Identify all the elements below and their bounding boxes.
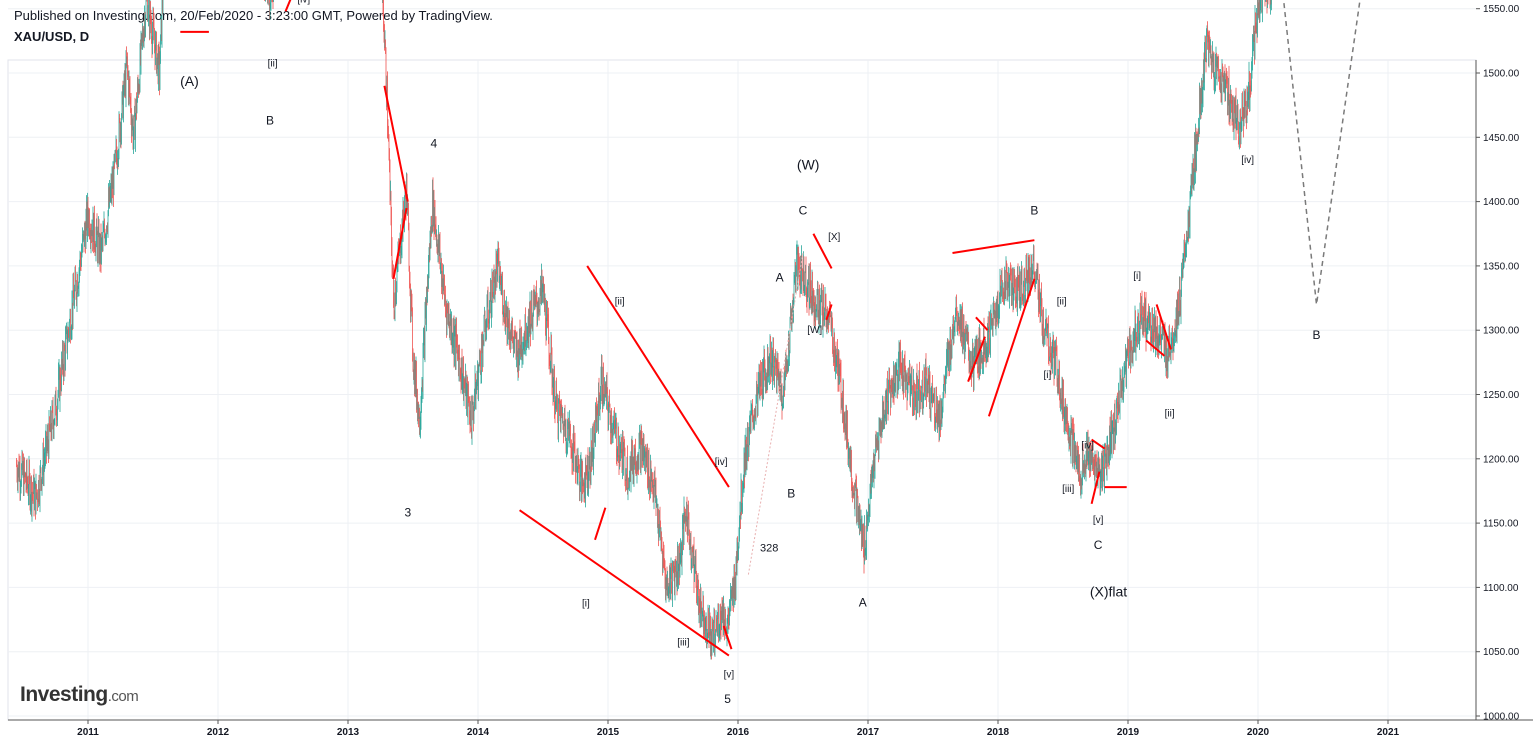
published-info: Published on Investing.com, 20/Feb/2020 … bbox=[14, 8, 493, 23]
wave-label: [iv] bbox=[297, 0, 310, 5]
wave-label: [iii] bbox=[1062, 484, 1074, 495]
y-tick-label: 1350.00 bbox=[1483, 261, 1520, 272]
connector-line bbox=[747, 252, 804, 575]
wave-label: 4 bbox=[430, 137, 437, 151]
x-tick-label: 2016 bbox=[727, 727, 750, 738]
wave-label: 5 bbox=[724, 692, 731, 706]
wave-label: [iv] bbox=[715, 457, 728, 468]
wave-labels: (1)(A)A flatB[iii][i][ii][iv](B)flatC[v]… bbox=[180, 0, 1320, 706]
symbol-label: XAU/USD, D bbox=[14, 29, 90, 44]
wave-line bbox=[594, 507, 607, 541]
y-tick-label: 1550.00 bbox=[1483, 4, 1520, 15]
plot-frame bbox=[7, 59, 1477, 721]
wave-label: 3 bbox=[404, 506, 411, 520]
x-tick-label: 2021 bbox=[1377, 727, 1400, 738]
wave-label: B bbox=[787, 486, 795, 500]
wave-label: A bbox=[776, 270, 784, 284]
y-tick-label: 1150.00 bbox=[1483, 519, 1519, 530]
forecast-path bbox=[1282, 0, 1361, 305]
x-tick-label: 2011 bbox=[77, 727, 99, 738]
chart-axes: 1000.00 1050.00 1100.00 1150.00 1200.00 1250.… bbox=[8, 4, 1533, 738]
y-tick-label: 1300.00 bbox=[1483, 326, 1520, 337]
wave-label: [iv] bbox=[1241, 155, 1254, 166]
wave-line bbox=[987, 278, 1036, 417]
x-tick-label: 2015 bbox=[597, 727, 620, 738]
wave-line bbox=[383, 85, 409, 202]
wave-label: [v] bbox=[1093, 515, 1104, 526]
wave-label: [W] bbox=[807, 325, 822, 336]
candle-series bbox=[16, 0, 1272, 660]
y-tick-label: 1000.00 bbox=[1483, 712, 1520, 723]
x-tick-label: 2013 bbox=[337, 727, 360, 738]
wave-label: B bbox=[1030, 203, 1038, 217]
wave-line bbox=[392, 207, 408, 279]
wave-label: C bbox=[1094, 538, 1103, 552]
wave-label: [ii] bbox=[1165, 408, 1175, 419]
wave-line bbox=[975, 316, 989, 331]
wave-label: [ii] bbox=[615, 296, 625, 307]
y-tick-label: 1400.00 bbox=[1483, 197, 1520, 208]
wave-lines bbox=[180, 0, 1172, 657]
wave-label: C bbox=[799, 203, 808, 217]
x-tick-label: 2012 bbox=[207, 727, 230, 738]
wave-line bbox=[519, 509, 730, 657]
wave-line bbox=[812, 233, 833, 269]
x-tick-label: 2018 bbox=[987, 727, 1010, 738]
wave-label: B bbox=[1312, 328, 1320, 342]
y-tick-label: 1450.00 bbox=[1483, 133, 1520, 144]
y-tick-label: 1050.00 bbox=[1483, 647, 1520, 658]
wave-label: [i] bbox=[1044, 370, 1052, 381]
wave-label: (A) bbox=[180, 73, 199, 89]
wave-line bbox=[722, 625, 733, 650]
x-tick-label: 2019 bbox=[1117, 727, 1140, 738]
wave-line bbox=[952, 239, 1035, 255]
x-tick-label: 2020 bbox=[1247, 727, 1270, 738]
forecast-line bbox=[1282, 0, 1361, 305]
x-tick-label: 2014 bbox=[467, 727, 490, 738]
wave-line bbox=[1155, 304, 1172, 350]
wave-line bbox=[967, 336, 986, 382]
y-tick-label: 1250.00 bbox=[1483, 390, 1520, 401]
y-tick-label: 1500.00 bbox=[1483, 69, 1520, 80]
wave-label: B bbox=[266, 113, 274, 127]
wave-label: [iv] bbox=[1081, 441, 1094, 452]
wave-label: [X] bbox=[828, 232, 840, 243]
wave-label: A bbox=[859, 596, 867, 610]
wave-label: (X)flat bbox=[1090, 583, 1127, 599]
wave-label: [iii] bbox=[677, 637, 689, 648]
wave-label: 328 bbox=[760, 542, 778, 554]
wave-label: [ii] bbox=[268, 59, 278, 70]
wave-label: (W) bbox=[797, 156, 820, 172]
wave-label: [v] bbox=[724, 669, 735, 680]
wave-line bbox=[586, 265, 730, 488]
wave-line bbox=[1145, 339, 1166, 357]
wave-label: [i] bbox=[582, 599, 590, 610]
y-tick-label: 1100.00 bbox=[1483, 583, 1519, 594]
chart-header: Published on Investing.com, 20/Feb/2020 … bbox=[14, 8, 493, 44]
wave-line bbox=[1091, 438, 1106, 450]
y-tick-label: 1200.00 bbox=[1483, 454, 1520, 465]
x-tick-label: 2017 bbox=[857, 727, 880, 738]
chart-grid bbox=[7, 8, 1477, 721]
wave-line bbox=[284, 0, 292, 12]
wave-line bbox=[1090, 471, 1101, 505]
wave-line bbox=[825, 304, 833, 321]
wave-label: [i] bbox=[1133, 271, 1141, 282]
investing-logo: Investing.com bbox=[20, 683, 139, 706]
wave-label: [ii] bbox=[1057, 296, 1067, 307]
